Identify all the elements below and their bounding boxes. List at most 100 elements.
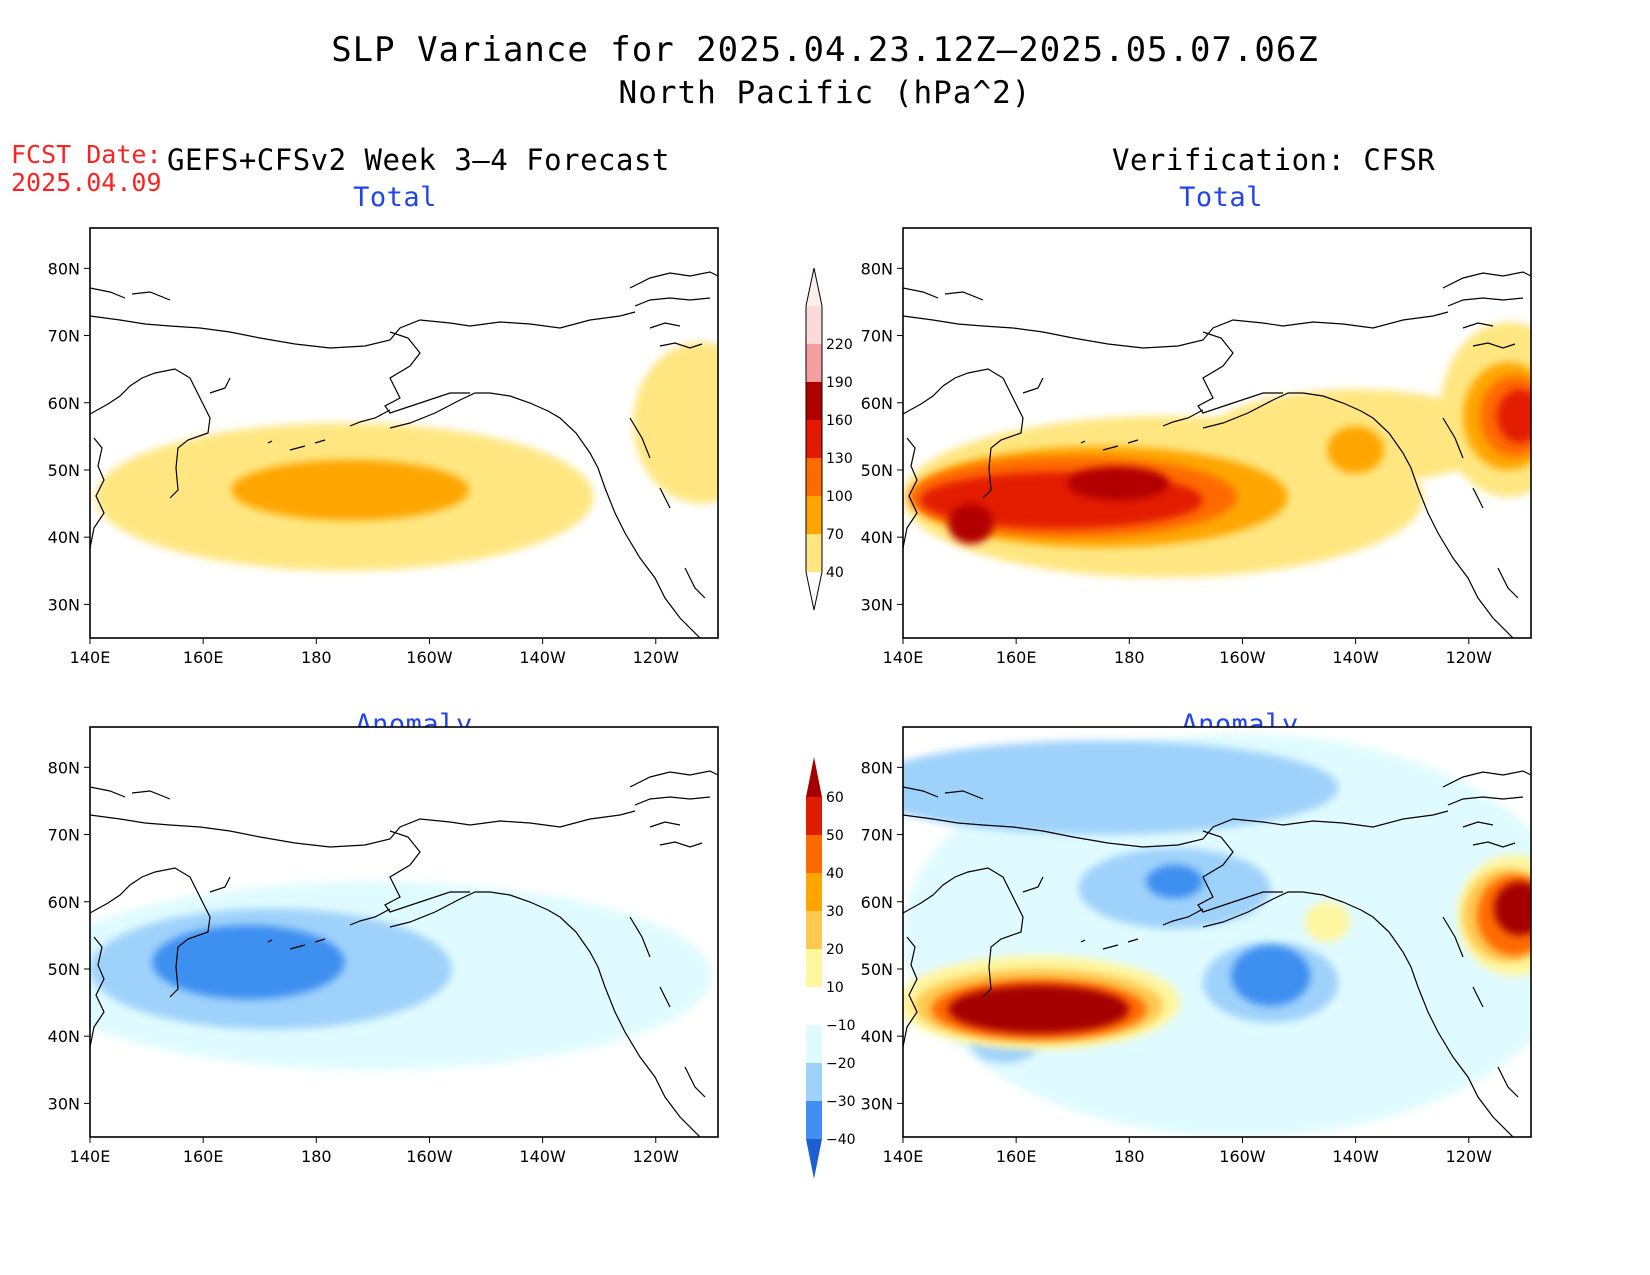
colorbar-segment	[806, 797, 822, 835]
lon-tick-label: 180	[301, 648, 332, 667]
lon-tick-label: 160E	[183, 648, 224, 667]
lon-tick-label: 120W	[633, 648, 680, 667]
colorbar-segment	[806, 949, 822, 987]
map-frame	[902, 726, 1532, 1138]
colorbar-segment	[806, 835, 822, 873]
verification-anomaly-map: 140E 160E 180 160W 140W 120W 80N 70N 60N 50N 40N 30…	[861, 726, 1532, 1166]
lat-tick-label: 80N	[861, 758, 893, 777]
forecast-total-map: 140E 160E 180 160W 140W 120W 80N 70N 60N 50N 40N 30…	[48, 227, 719, 667]
forecast-date-label: FCST Date:	[11, 140, 162, 169]
colorbar-segment	[806, 1063, 822, 1101]
colorbar-segment	[806, 534, 822, 572]
colorbar-lower-extend	[805, 571, 823, 611]
lat-tick-label: 60N	[861, 394, 893, 413]
lon-tick-label: 160E	[996, 1147, 1037, 1166]
contour-region	[948, 985, 1130, 1034]
lon-tick-label: 140E	[883, 648, 924, 667]
colorbar-segment	[806, 306, 822, 344]
lat-tick-label: 50N	[48, 461, 80, 480]
contour-region	[1304, 901, 1350, 943]
colorbar-label: 20	[826, 942, 844, 958]
lat-tick-label: 70N	[48, 327, 80, 346]
contour-region	[1067, 466, 1169, 501]
lon-tick-label: 140W	[519, 1147, 566, 1166]
lat-tick-label: 50N	[861, 461, 893, 480]
lat-tick-label: 40N	[48, 528, 80, 547]
forecast-column-title: GEFS+CFSv2 Week 3–4 Forecast	[167, 143, 670, 177]
lat-tick-label: 40N	[861, 1027, 893, 1046]
contour-region	[231, 459, 470, 521]
lat-tick-label: 80N	[48, 758, 80, 777]
lat-tick-label: 30N	[48, 1094, 80, 1113]
colorbar-segment	[806, 496, 822, 534]
colorbar-label: 60	[826, 790, 844, 806]
colorbar-label: 130	[826, 451, 853, 467]
lon-tick-label: 140E	[883, 1147, 924, 1166]
lon-tick-label: 120W	[1446, 648, 1493, 667]
lat-tick-label: 40N	[48, 1027, 80, 1046]
lat-tick-label: 60N	[48, 893, 80, 912]
lon-tick-label: 140W	[1332, 1147, 1379, 1166]
lon-tick-label: 160W	[406, 648, 453, 667]
shaded-field	[90, 228, 718, 638]
colorbar-segment	[806, 987, 822, 1025]
panels-root: 140E 160E 180 160W 140W 120W 80N 70N 60N 50N 40N 30…	[48, 227, 1532, 1179]
lon-tick-label: 120W	[633, 1147, 680, 1166]
colorbar-segment	[806, 873, 822, 911]
colorbar-label: −10	[826, 1018, 856, 1034]
colorbar-label: −40	[826, 1132, 856, 1148]
figure-subtitle: North Pacific (hPa^2)	[618, 75, 1032, 111]
contour-region	[152, 925, 345, 1000]
colorbar-label: 220	[826, 337, 853, 353]
lon-tick-label: 180	[1114, 1147, 1145, 1166]
lat-tick-label: 40N	[861, 528, 893, 547]
forecast-anomaly-map: 140E 160E 180 160W 140W 120W 80N 70N 60N 50N 40N 30…	[48, 726, 719, 1166]
lon-tick-label: 160W	[1219, 648, 1266, 667]
lat-tick-label: 30N	[861, 595, 893, 614]
colorbar-segment	[806, 420, 822, 458]
verification-column-title: Verification: CFSR	[1112, 143, 1436, 177]
contour-region	[1231, 945, 1311, 1006]
contour-region	[1146, 864, 1203, 899]
panel-title-forecast-total: Total	[353, 182, 437, 213]
lon-tick-label: 160E	[996, 648, 1037, 667]
lon-tick-label: 140W	[1332, 648, 1379, 667]
lon-tick-label: 120W	[1446, 1147, 1493, 1166]
colorbar-label: 30	[826, 904, 844, 920]
lat-tick-label: 70N	[861, 327, 893, 346]
lat-tick-label: 30N	[48, 595, 80, 614]
lat-tick-label: 60N	[861, 893, 893, 912]
lat-tick-label: 50N	[861, 960, 893, 979]
colorbar-label: −20	[826, 1056, 856, 1072]
colorbar-label: 190	[826, 375, 853, 391]
contour-region	[1327, 426, 1384, 474]
colorbar-upper-extend	[806, 757, 822, 797]
colorbar-segment	[806, 344, 822, 382]
colorbar-label: 100	[826, 489, 853, 505]
shaded-field	[903, 727, 1531, 1137]
colorbar-label: −30	[826, 1094, 856, 1110]
colorbar-label: 70	[826, 527, 844, 543]
total-colorbar: 40 70 100 130 160 190 220	[805, 267, 853, 611]
figure-title: SLP Variance for 2025.04.23.12Z–2025.05.…	[331, 30, 1319, 70]
lon-tick-label: 160W	[406, 1147, 453, 1166]
lat-tick-label: 50N	[48, 960, 80, 979]
contour-region	[633, 342, 718, 504]
forecast-date-value: 2025.04.09	[11, 168, 162, 197]
colorbar-segment	[806, 458, 822, 496]
lat-tick-label: 60N	[48, 394, 80, 413]
lon-tick-label: 180	[301, 1147, 332, 1166]
contour-region	[1494, 881, 1531, 936]
colorbar-segment	[806, 382, 822, 420]
colorbar-label: 40	[826, 565, 844, 581]
lon-tick-label: 140E	[70, 1147, 111, 1166]
verification-total-map: 140E 160E 180 160W 140W 120W 80N 70N 60N 50N 40N 30…	[861, 227, 1532, 667]
lat-tick-label: 80N	[861, 259, 893, 278]
lon-tick-label: 140E	[70, 648, 111, 667]
lon-tick-label: 180	[1114, 648, 1145, 667]
lat-tick-label: 70N	[861, 826, 893, 845]
colorbar-label: 50	[826, 828, 844, 844]
map-frame	[902, 227, 1532, 639]
lat-tick-label: 30N	[861, 1094, 893, 1113]
lon-tick-label: 140W	[519, 648, 566, 667]
